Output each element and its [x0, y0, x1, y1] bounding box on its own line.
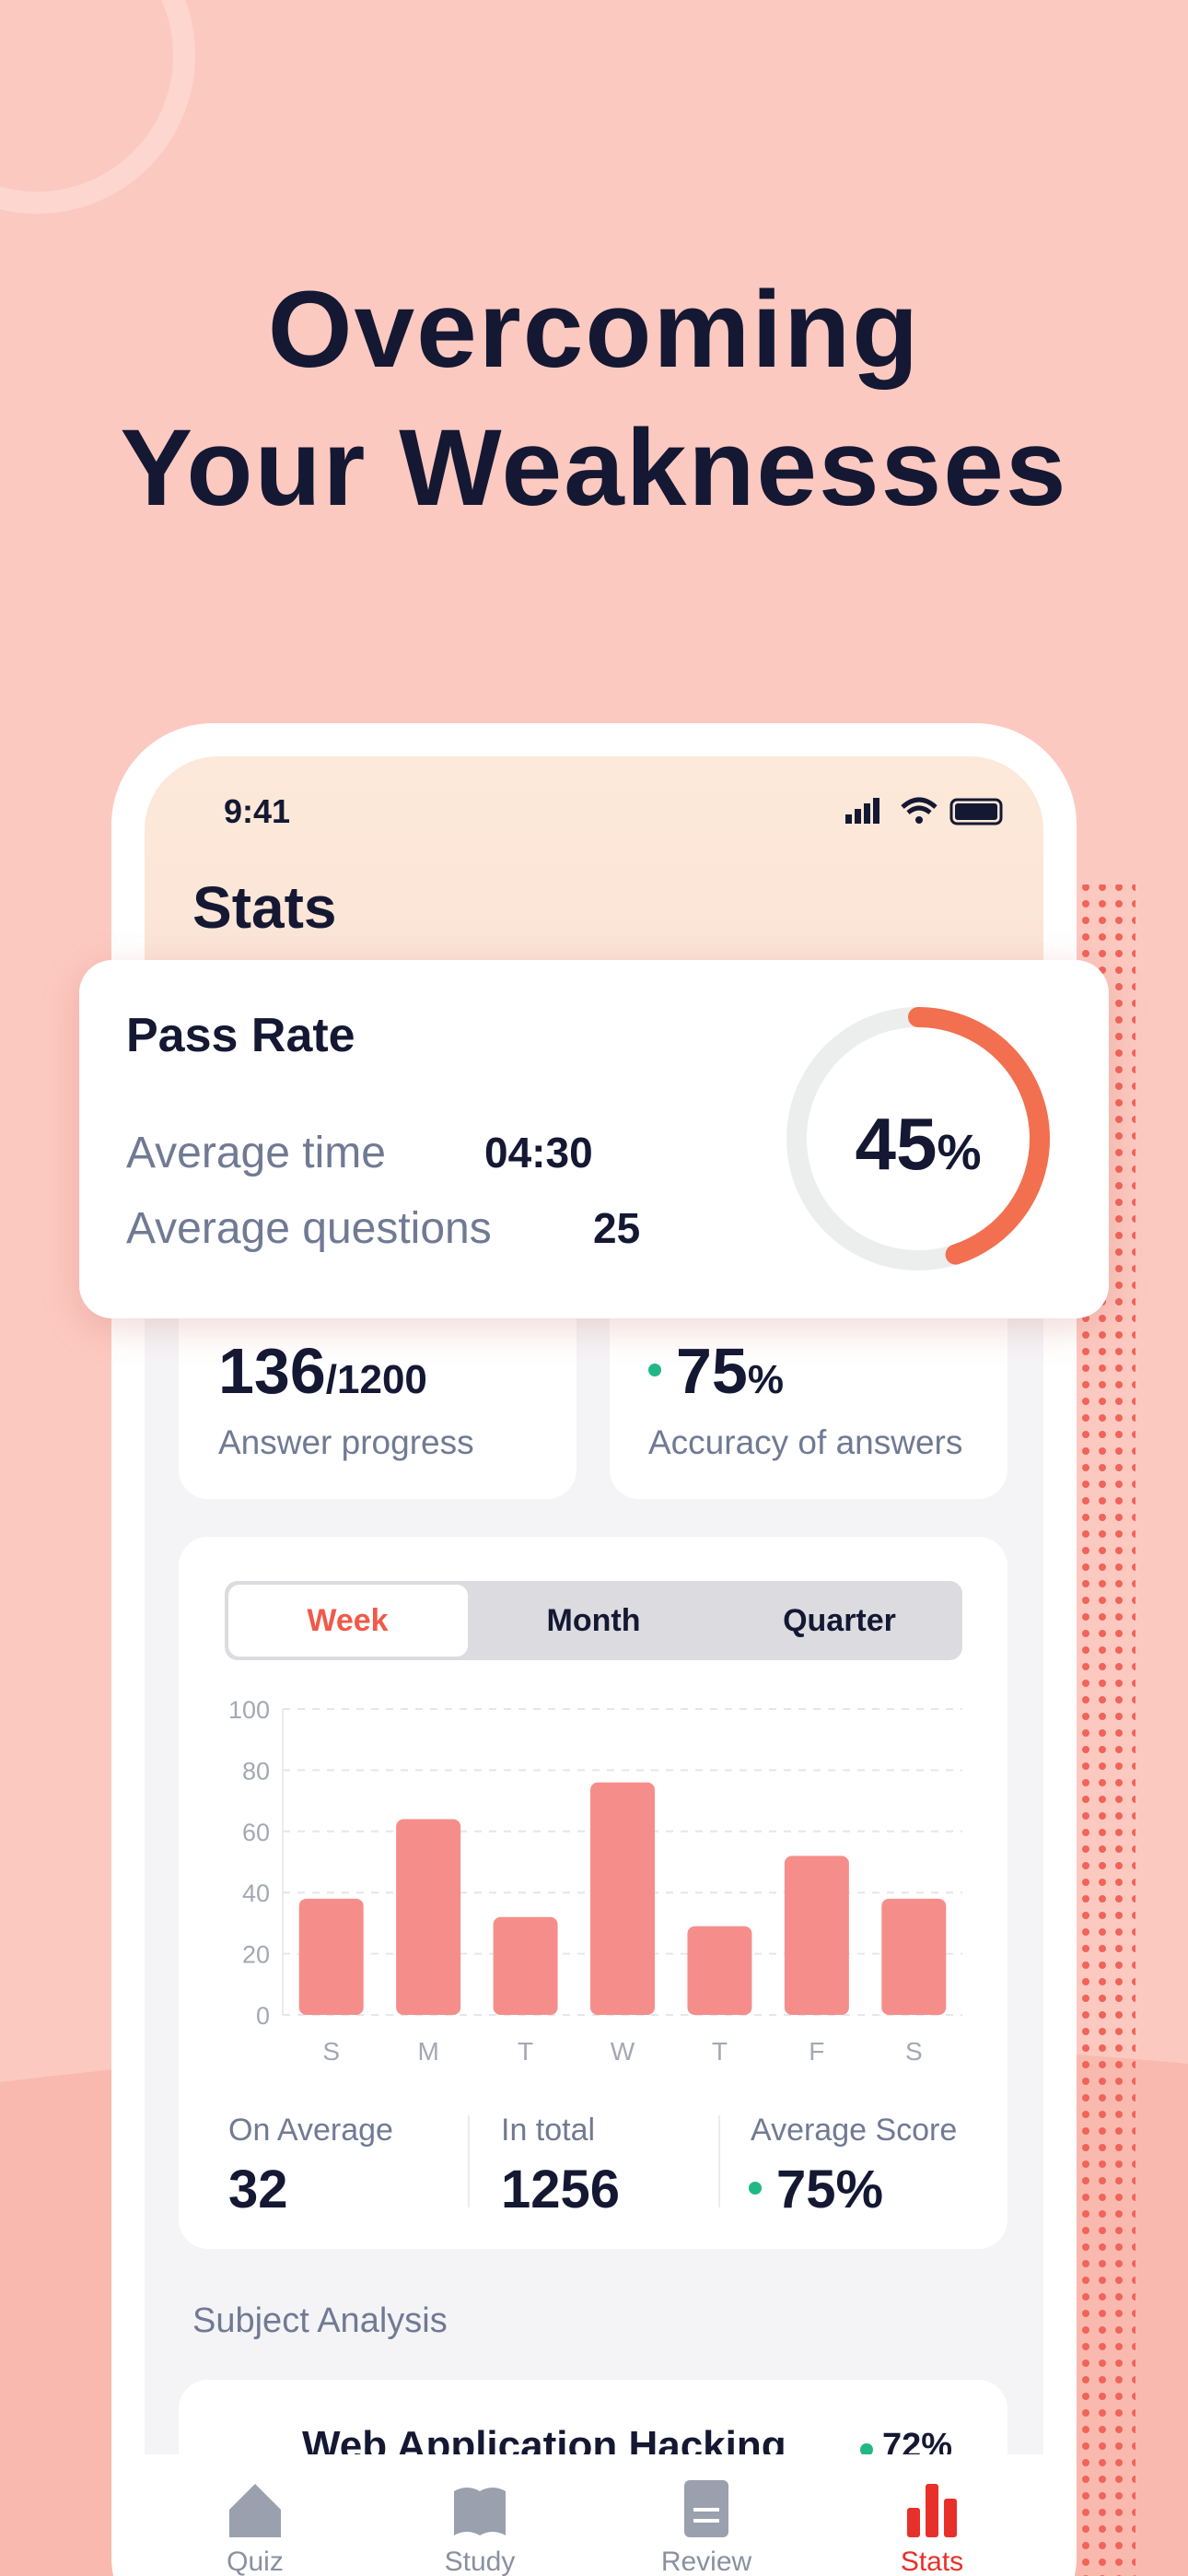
header-bg: [145, 756, 1043, 978]
tab[interactable]: Month: [546, 1603, 641, 1638]
accuracy-number: 75: [676, 1335, 748, 1407]
bar: [784, 1856, 849, 2015]
pass-rate-value: 45%: [780, 1102, 1056, 1187]
bar: [396, 1819, 461, 2015]
row-value: 04:30: [484, 1129, 593, 1177]
nav-item[interactable]: Review: [660, 2547, 752, 2576]
tab-icons: [229, 2480, 957, 2537]
accuracy-unit: %: [747, 1357, 784, 1402]
headline: Overcoming: [267, 269, 921, 391]
accuracy-label: Accuracy of answers: [648, 1423, 963, 1461]
status-time: 9:41: [224, 792, 291, 830]
divider: [468, 2115, 470, 2207]
tab-bar: [145, 2454, 1043, 2576]
bar: [298, 1898, 364, 2015]
nav-item[interactable]: Stats: [900, 2547, 964, 2576]
x-tick-label: F: [809, 2037, 824, 2066]
pass-rate-unit: %: [937, 1125, 982, 1180]
accuracy-value: 75%: [676, 1334, 784, 1408]
status-dot: [648, 1364, 661, 1376]
bar-chart: 0 20 40 60 80 100 S M T W T F S: [228, 1696, 962, 2066]
period-tabs: Week Month Quarter: [225, 1581, 962, 1660]
summary-value: 32: [228, 2160, 288, 2219]
x-tick-label: S: [905, 2037, 923, 2066]
screen-title: Stats: [192, 874, 337, 941]
y-tick-label: 60: [242, 1819, 270, 1846]
x-tick-label: T: [518, 2037, 533, 2066]
bar: [687, 1926, 752, 2015]
summary-label: In total: [501, 2113, 596, 2148]
status-dot: [749, 2182, 762, 2195]
bar: [881, 1898, 947, 2015]
headline: Your Weaknesses: [120, 407, 1068, 529]
progress-total: /1200: [325, 1357, 427, 1402]
pass-rate-ring: [786, 1007, 1050, 1270]
row-value: 25: [593, 1204, 641, 1252]
pass-rate-number: 45: [855, 1103, 938, 1185]
x-tick-label: T: [712, 2037, 728, 2066]
status-dot: [860, 2443, 873, 2456]
row-label: Average questions: [126, 1204, 492, 1253]
progress-done: 136: [218, 1335, 326, 1407]
row-label: Average time: [126, 1129, 386, 1177]
divider: [718, 2115, 720, 2207]
tab[interactable]: Week: [307, 1603, 389, 1638]
nav-item[interactable]: Study: [444, 2547, 516, 2576]
section-title: Subject Analysis: [192, 2301, 448, 2340]
bar: [590, 1782, 655, 2015]
active-tab-bg: [228, 1585, 468, 1657]
y-tick-label: 80: [242, 1757, 270, 1785]
x-tick-label: W: [611, 2037, 635, 2066]
nav-item[interactable]: Quiz: [227, 2547, 284, 2576]
y-tick-label: 40: [242, 1879, 270, 1907]
x-tick-label: S: [322, 2037, 340, 2066]
progress-label: Answer progress: [218, 1423, 474, 1461]
ring-arc: [786, 1007, 1050, 1270]
pass-rate-title: Pass Rate: [126, 1009, 355, 1062]
y-tick-label: 20: [242, 1941, 270, 1969]
y-tick-label: 0: [256, 2002, 270, 2030]
bar: [493, 1916, 558, 2015]
summary-value: 75%: [776, 2160, 884, 2219]
x-tick-label: M: [417, 2037, 438, 2066]
tab[interactable]: Quarter: [783, 1603, 896, 1638]
y-tick-label: 100: [228, 1696, 270, 1724]
status-icons: [845, 797, 1003, 825]
progress-value: 136/1200: [218, 1334, 427, 1408]
summary-label: On Average: [228, 2113, 393, 2148]
summary-label: Average Score: [751, 2113, 958, 2148]
summary-value: 1256: [501, 2160, 621, 2219]
